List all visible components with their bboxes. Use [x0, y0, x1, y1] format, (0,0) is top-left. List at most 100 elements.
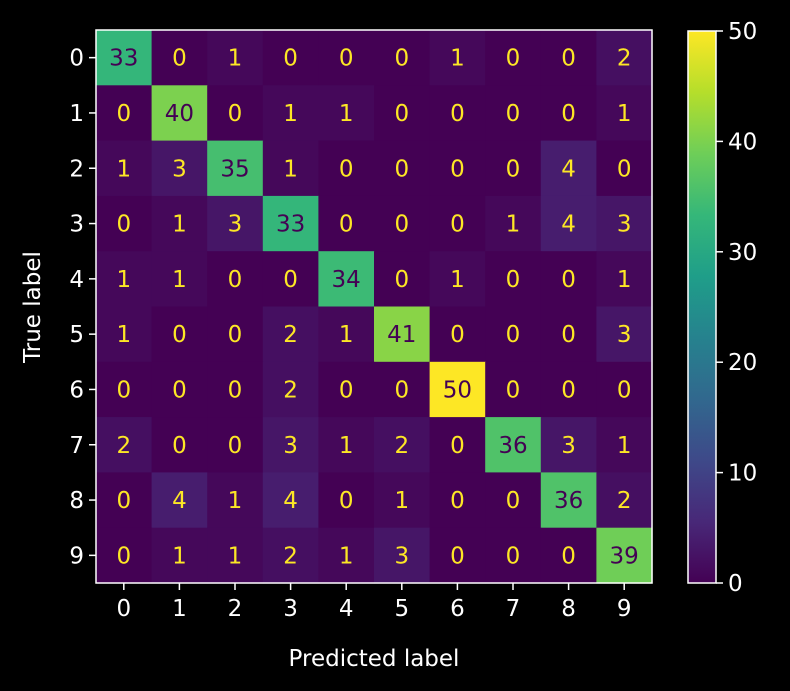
x-axis-label: Predicted label [289, 646, 460, 672]
x-tick-label: 1 [172, 596, 187, 622]
heatmap-cell [96, 527, 153, 584]
cell-value-label: 0 [283, 46, 298, 72]
cell-value-label: 0 [228, 101, 243, 127]
heatmap-cell [151, 140, 208, 197]
cell-value-label: 3 [394, 543, 409, 569]
cell-value-label: 0 [116, 377, 131, 403]
heatmap-cell [318, 140, 375, 197]
cell-value-label: 41 [387, 322, 416, 348]
cell-value-label: 0 [450, 212, 465, 238]
heatmap-cell [596, 30, 653, 86]
cell-value-label: 3 [172, 156, 187, 182]
cell-value-label: 0 [228, 377, 243, 403]
heatmap-cell [151, 30, 208, 86]
y-tick-label: 5 [69, 322, 84, 348]
heatmap-cell [540, 472, 597, 529]
cell-value-label: 0 [506, 156, 521, 182]
cell-value-label: 36 [498, 433, 527, 459]
cell-value-label: 0 [339, 488, 354, 514]
heatmap-cell [318, 85, 375, 142]
cell-value-label: 0 [283, 267, 298, 293]
x-axis-ticks: 0 1 2 3 4 5 6 7 8 9 [116, 583, 632, 622]
heatmap-cell [540, 306, 597, 363]
heatmap-cell [485, 251, 542, 308]
cell-value-label: 0 [506, 543, 521, 569]
heatmap-cell [96, 417, 153, 473]
heatmap-cell [374, 417, 431, 473]
cell-value-label: 0 [116, 488, 131, 514]
heatmap-cell [429, 195, 486, 252]
cell-value-label: 2 [394, 433, 409, 459]
colorbar-tick-label: 40 [728, 129, 757, 155]
cell-value-label: 1 [394, 488, 409, 514]
cell-value-label: 0 [561, 543, 576, 569]
heatmap-cell [596, 140, 653, 197]
heatmap-cell [596, 361, 653, 418]
heatmap-cell [485, 417, 542, 473]
cell-value-label: 1 [172, 267, 187, 293]
colorbar-gradient [688, 31, 716, 583]
cell-value-label: 0 [339, 212, 354, 238]
heatmap-cell [96, 195, 153, 252]
heatmap-cell [374, 472, 431, 529]
heatmap-cell [96, 361, 153, 418]
cell-value-label: 0 [116, 101, 131, 127]
heatmap-cell [596, 472, 653, 529]
y-axis-label: True label [20, 251, 46, 364]
heatmap-cell [485, 306, 542, 363]
cell-value-label: 3 [561, 433, 576, 459]
cell-value-label: 0 [172, 377, 187, 403]
heatmap-cell [151, 85, 208, 142]
cell-value-label: 0 [394, 101, 409, 127]
colorbar-tick-label: 10 [728, 461, 757, 487]
heatmap-cell [540, 195, 597, 252]
cell-value-label: 34 [332, 267, 361, 293]
y-tick-label: 6 [69, 377, 84, 403]
cell-value-label: 0 [339, 46, 354, 72]
cell-value-label: 3 [228, 212, 243, 238]
x-tick-label: 0 [116, 596, 131, 622]
cell-value-label: 2 [283, 543, 298, 569]
heatmap-cell [318, 30, 375, 86]
heatmap-cell [485, 30, 542, 86]
heatmap-cell [374, 30, 431, 86]
heatmap-cells [96, 30, 653, 584]
cell-value-label: 0 [506, 322, 521, 348]
cell-value-label: 0 [506, 101, 521, 127]
cell-value-label: 0 [394, 212, 409, 238]
heatmap-cell [207, 251, 264, 308]
cell-value-label: 0 [228, 322, 243, 348]
cell-value-label: 0 [450, 543, 465, 569]
heatmap-cell [262, 527, 319, 584]
cell-value-label: 1 [339, 433, 354, 459]
heatmap-cell [429, 251, 486, 308]
x-tick-label: 6 [450, 596, 465, 622]
y-axis-ticks: 0 1 2 3 4 5 6 7 8 9 [69, 46, 96, 569]
heatmap-cell [207, 85, 264, 142]
heatmap-cell [207, 306, 264, 363]
cell-value-label: 1 [450, 46, 465, 72]
cell-value-label: 1 [228, 543, 243, 569]
heatmap-cell [96, 306, 153, 363]
heatmap-cell [540, 361, 597, 418]
x-tick-label: 9 [617, 596, 632, 622]
cell-value-label: 0 [561, 322, 576, 348]
cell-value-label: 1 [339, 322, 354, 348]
cell-value-label: 1 [172, 212, 187, 238]
colorbar-frame [687, 30, 717, 584]
cell-value-label: 0 [561, 46, 576, 72]
cell-value-label: 0 [450, 322, 465, 348]
heatmap-cell [262, 306, 319, 363]
heatmap-cell [540, 527, 597, 584]
x-tick-label: 2 [228, 596, 243, 622]
heatmap-cell [96, 140, 153, 197]
cell-value-label: 0 [172, 322, 187, 348]
cell-value-label: 33 [109, 46, 138, 72]
heatmap-cell [151, 527, 208, 584]
cell-value-label: 1 [339, 543, 354, 569]
cell-value-label: 1 [172, 543, 187, 569]
heatmap-cell [151, 306, 208, 363]
heatmap-cell [318, 195, 375, 252]
heatmap-cell [540, 140, 597, 197]
heatmap-cell [262, 472, 319, 529]
